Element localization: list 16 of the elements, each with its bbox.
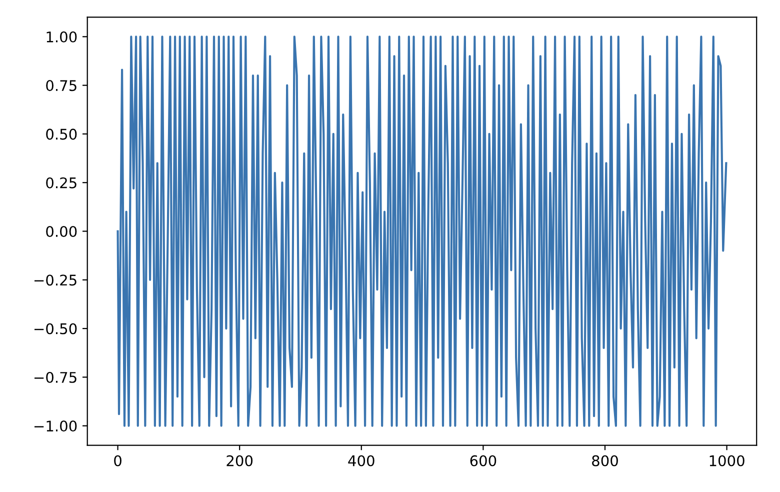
x-tick-label: 400 [348, 455, 374, 466]
line-series [116, 36, 728, 427]
y-tick-label: −0.50 [34, 323, 77, 334]
y-tick-label: 0.25 [46, 177, 76, 188]
y-tick-label: 1.00 [46, 31, 77, 42]
x-tick-label: 800 [592, 455, 618, 466]
y-tick-label: −0.75 [34, 372, 76, 383]
x-tick-label: 1000 [710, 455, 744, 466]
y-tick-label: 0.00 [46, 226, 77, 237]
y-tick-label: 0.75 [46, 80, 76, 92]
x-tick-label: 600 [470, 455, 496, 466]
y-tick-label: −1.00 [34, 420, 77, 432]
x-tick-label: 0 [114, 455, 122, 466]
y-tick-label: 0.50 [46, 128, 77, 140]
y-tick-label: −0.25 [34, 274, 76, 286]
x-tick-label: 200 [226, 455, 253, 466]
